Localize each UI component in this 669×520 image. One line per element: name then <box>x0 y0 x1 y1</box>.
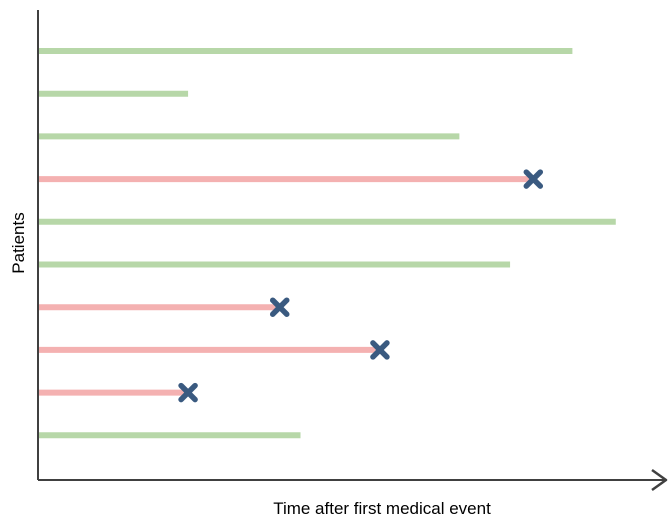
event-x-icon <box>269 297 290 317</box>
x-axis-title: Time after first medical event <box>273 499 491 518</box>
event-x-stroke <box>370 340 390 360</box>
event-x-stroke <box>523 169 544 189</box>
event-x-icon <box>178 382 198 403</box>
patient-bars <box>39 48 616 439</box>
event-x-icon <box>523 169 544 189</box>
event-x-stroke <box>178 382 198 403</box>
event-x-icon <box>370 340 390 360</box>
event-x-stroke <box>269 297 290 317</box>
event-markers <box>178 169 544 403</box>
y-axis-title: Patients <box>9 212 28 273</box>
x-axis-arrowhead <box>651 468 668 492</box>
